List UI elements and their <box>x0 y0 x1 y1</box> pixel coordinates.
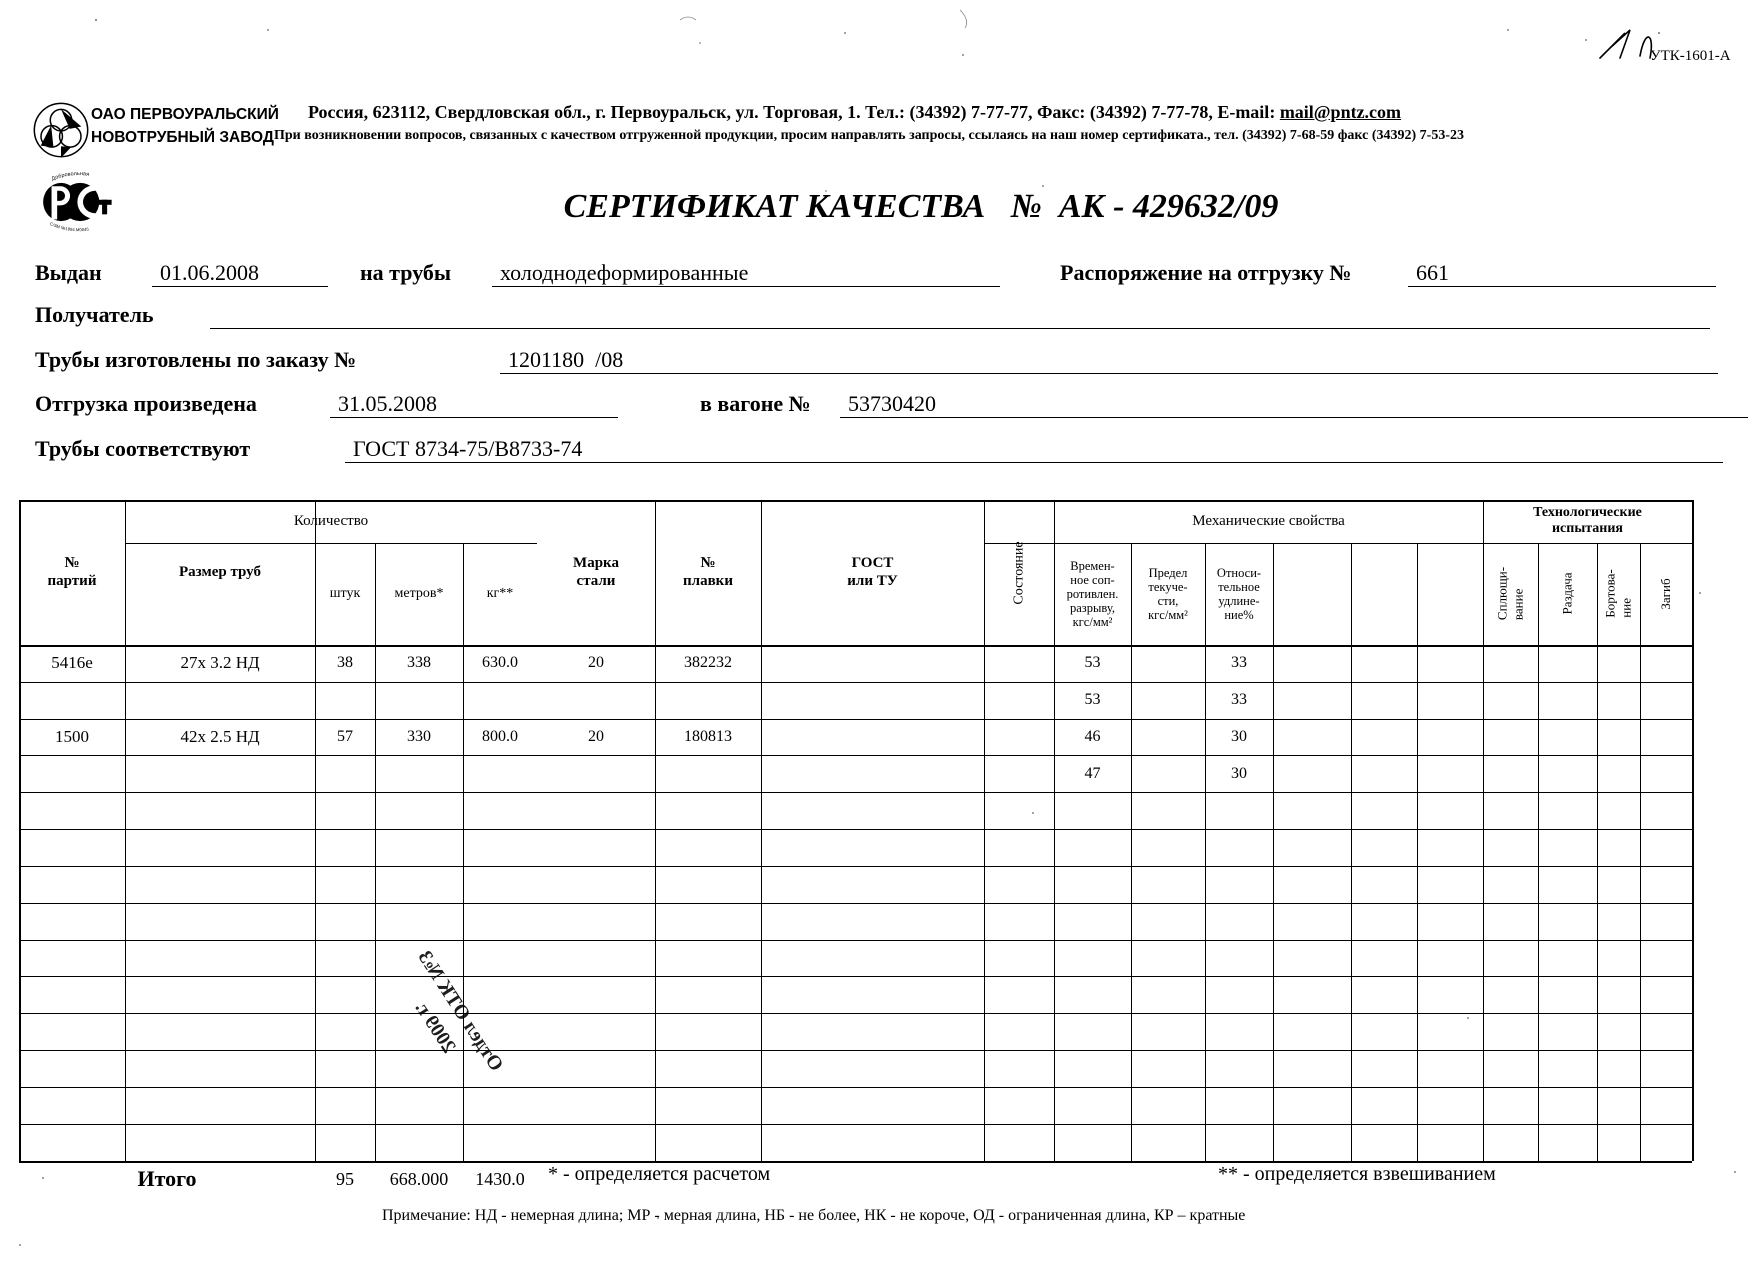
svg-text:Добровольная: Добровольная <box>51 171 90 182</box>
svg-text:С/ЗМ №1994.М0045: С/ЗМ №1994.М0045 <box>49 221 90 232</box>
